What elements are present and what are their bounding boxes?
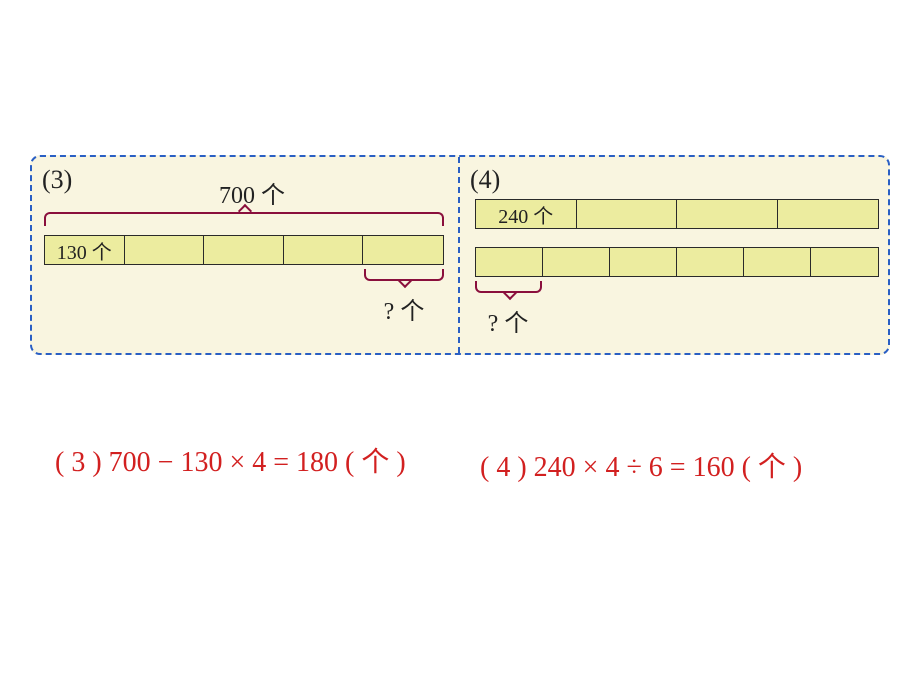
q4-top-cell-3	[677, 200, 778, 228]
q4-bottom-question: ? 个	[468, 303, 548, 338]
q3-bottom-question: ? 个	[364, 291, 444, 326]
q3-bar: 130 个	[44, 235, 444, 265]
q3-top-value: 700 个	[192, 175, 312, 210]
q3-cell-2	[125, 236, 205, 264]
panel-3: (3) 700 个 130 个 ? 个	[32, 157, 460, 353]
answer-3: ( 3 ) 700 − 130 × 4 = 180 ( 个 )	[55, 440, 406, 480]
q3-cell-4	[284, 236, 364, 264]
diagram-container: (3) 700 个 130 个 ? 个 (4) 240 个	[30, 155, 890, 355]
q3-bottom-brace	[364, 269, 444, 281]
q4-label: (4)	[470, 165, 500, 195]
q3-top-brace	[44, 212, 444, 226]
q4-bot-cell-6	[811, 248, 878, 276]
q4-top-bar: 240 个	[475, 199, 879, 229]
q4-bot-cell-2	[543, 248, 610, 276]
q4-top-cell-2	[577, 200, 678, 228]
q4-bottom-brace	[475, 281, 542, 293]
q4-bottom-bar	[475, 247, 879, 277]
q3-cell-3	[204, 236, 284, 264]
q3-cell-5	[363, 236, 443, 264]
panel-4: (4) 240 个 ? 个	[460, 157, 888, 353]
q3-cell-1: 130 个	[45, 236, 125, 264]
q3-label: (3)	[42, 165, 72, 195]
q4-bot-cell-4	[677, 248, 744, 276]
q4-top-cell-4	[778, 200, 879, 228]
q4-top-cell-1: 240 个	[476, 200, 577, 228]
q4-bot-cell-5	[744, 248, 811, 276]
q4-bot-cell-1	[476, 248, 543, 276]
answer-4: ( 4 ) 240 × 4 ÷ 6 = 160 ( 个 )	[480, 445, 802, 485]
q4-bot-cell-3	[610, 248, 677, 276]
